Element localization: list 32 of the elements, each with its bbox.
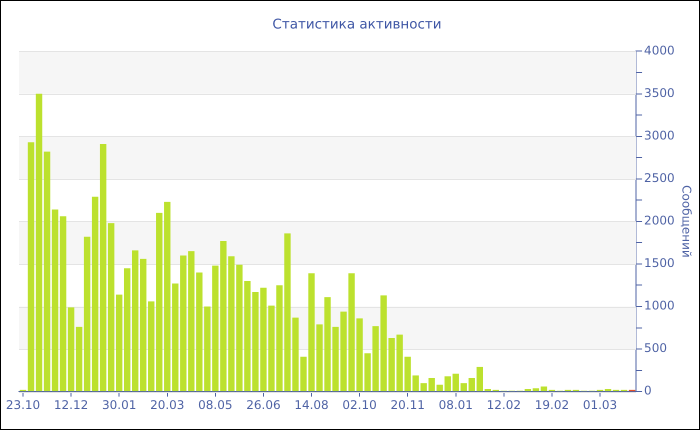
x-tick-label: 14.08 [294,398,329,412]
y-tick-label: 2500 [644,170,675,185]
x-tick-label: 20.03 [150,398,184,412]
bar [292,318,299,392]
bar [284,233,291,392]
bar [28,142,34,392]
x-tick-label: 12.12 [54,398,88,412]
y-tick-label: 3500 [644,86,675,100]
bar [300,356,307,392]
y-tick-label: 1000 [644,298,675,313]
x-tick-label: 20.11 [390,398,425,412]
x-tick-label: 26.06 [246,398,281,412]
y-tick-label: 3000 [644,128,675,142]
x-tick-label: 30.01 [102,398,136,412]
x-tick-label: 12.02 [486,398,522,412]
x-tick-label: 08.01 [438,398,473,412]
y-tick-label: 2000 [644,214,675,228]
bar [36,94,42,392]
x-tick-label: 02.10 [342,398,377,412]
x-tick-label: 23.10 [6,398,40,412]
y-tick-label: 500 [644,341,667,356]
x-tick-label: 08.05 [198,398,233,412]
y-tick-label: 1500 [644,256,675,270]
x-tick-label: 19.02 [534,398,570,412]
y-tick-label: 4000 [644,43,675,58]
bar [324,297,331,392]
y-tick-label: 0 [644,384,652,398]
bar [308,273,315,392]
chart-title: Статистика активности [272,16,442,33]
x-tick-label: 01.03 [582,398,618,412]
y-axis-title: Сообщений [680,185,694,258]
bar [316,324,323,392]
